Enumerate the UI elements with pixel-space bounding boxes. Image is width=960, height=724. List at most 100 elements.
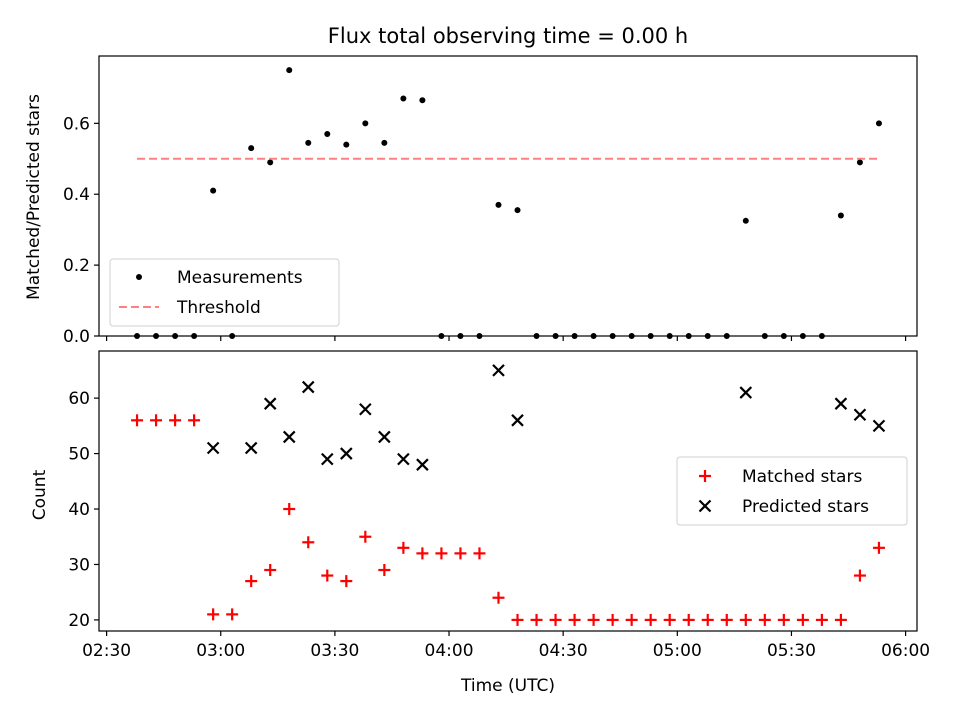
matched-star-point [150,414,163,427]
x-stroke-b [834,397,848,410]
x-tick-label: 04:00 [425,641,474,661]
predicted-star-point [853,408,867,422]
legend-measurement-marker [136,274,142,280]
predicted-star-point [282,430,296,444]
matched-star-point [169,414,182,427]
matched-star-point [663,613,676,626]
legend-threshold-label: Threshold [176,298,261,318]
matched-star-point [625,613,638,626]
matched-star-point [245,575,258,588]
matched-star-point [321,569,334,582]
measurement-point [742,217,749,224]
predicted-star-point [340,447,353,460]
y-tick-label: 0.2 [63,256,90,276]
measurement-point [419,97,426,104]
predicted-star-point [416,458,429,471]
matched-star-point [226,608,239,621]
matched-star-point [416,547,429,560]
matched-star-point [530,613,543,626]
predicted-star-point [359,402,372,416]
legend-measurements-label: Measurements [177,268,303,288]
x-tick-label: 05:30 [767,641,816,661]
matched-star-point [207,608,220,621]
measurement-point [210,187,217,194]
predicted-star-point [397,452,410,466]
legend-predicted-label: Predicted stars [742,497,869,517]
legend-matched-label: Matched stars [742,467,862,487]
predicted-star-point [492,364,505,377]
measurement-point [875,120,882,127]
measurement-point [343,141,350,148]
y-tick-label: 50 [68,445,90,465]
predicted-star-point [301,380,315,394]
matched-star-point [397,541,410,554]
measurement-point [514,207,521,214]
measurement-point [305,139,312,146]
matched-star-point [796,613,809,626]
matched-star-point [720,613,733,626]
matched-star-point [188,414,201,427]
matched-star-point [758,613,771,626]
matched-star-point [454,547,467,560]
matched-star-point [568,613,581,626]
bottom-y-axis-label: Count [30,469,50,520]
y-tick-label: 30 [68,555,90,575]
top-y-axis-label: Matched/Predicted stars [24,94,44,300]
y-tick-label: 40 [68,500,90,520]
plot-frame [98,55,918,337]
matched-star-point [435,547,448,560]
x-tick-label: 05:00 [653,641,702,661]
matched-star-point [815,613,828,626]
predicted-star-point [739,386,753,399]
legend-box [109,258,340,327]
measurement-point [400,95,407,102]
x-tick-label: 03:30 [310,641,359,661]
matched-star-point [549,613,562,626]
top-legend: Measurements Threshold [109,258,340,327]
matched-star-point [378,564,391,577]
legend-predicted-marker [698,499,712,513]
predicted-star-point [321,452,334,466]
predicted-star-point [206,441,220,455]
x-tick-label: 06:00 [881,641,930,661]
bottom-plot-area: 20 30 40 50 60 02:30 03:00 03:30 04:00 04:30 05:00… [68,350,930,661]
x-stroke-b [416,458,429,471]
y-tick-label: 0.4 [63,185,90,205]
x-stroke-b [321,452,334,466]
bottom-legend: Matched stars Predicted stars [676,456,908,526]
matched-star-point [264,564,277,577]
y-tick-label: 60 [68,389,90,409]
measurement-point [362,120,369,127]
x-stroke-b [359,402,372,416]
matched-star-point [340,575,353,588]
predicted-star-point [872,419,886,433]
predicted-star-point [263,397,277,410]
x-tick-label: 04:30 [539,641,588,661]
x-stroke-b [698,499,712,513]
matched-star-point [473,547,486,560]
matched-star-point [587,613,600,626]
measurement-point [286,67,293,74]
matched-star-point [853,569,866,582]
measurement-point [495,201,502,208]
y-tick-label: 0.6 [63,114,90,134]
matched-star-point [872,541,885,554]
x-tick-label: 02:30 [82,641,131,661]
legend-matched-marker [699,470,711,482]
x-stroke-b [282,430,296,444]
x-axis-label: Time (UTC) [460,676,555,696]
x-stroke-b [853,408,867,422]
plot-frame [98,350,918,632]
y-tick-label: 20 [68,611,90,631]
predicted-star-point [378,430,391,444]
matched-star-point [511,613,524,626]
matched-star-point [701,613,714,626]
matched-star-point [492,591,505,604]
matched-star-point [283,503,296,516]
top-plot-area: 0.0 0.2 0.4 0.6 Measurements Threshold [63,55,918,347]
matched-star-point [606,613,619,626]
x-stroke-b [244,441,258,455]
predicted-star-point [834,397,848,410]
measurement-point [837,212,844,219]
